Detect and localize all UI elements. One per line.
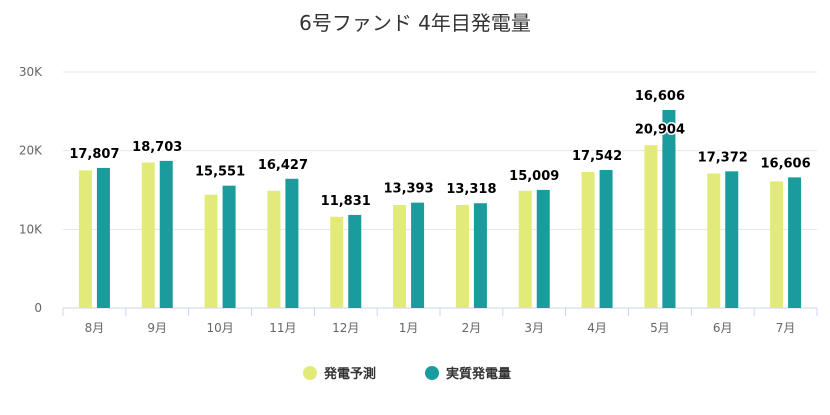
x-tick-label: 2月 — [462, 321, 482, 335]
x-tick-label: 12月 — [332, 321, 359, 335]
data-label: 15,009 — [509, 169, 559, 184]
data-label: 17,542 — [572, 149, 622, 164]
bar-forecast — [78, 170, 92, 308]
data-label: 17,372 — [698, 150, 748, 165]
bar-actual — [348, 214, 362, 308]
x-tick-label: 1月 — [399, 321, 419, 335]
x-tick-label: 9月 — [147, 321, 167, 335]
bar-forecast — [204, 194, 218, 308]
legend-label[interactable]: 発電予測 — [323, 366, 376, 382]
legend-marker — [303, 366, 317, 380]
bar-actual — [96, 167, 110, 308]
bar-forecast — [581, 171, 595, 308]
x-tick-label: 3月 — [524, 321, 544, 335]
x-tick-label: 6月 — [713, 321, 733, 335]
bar-actual — [159, 160, 173, 308]
extra-data-label: 16,606 — [635, 89, 685, 104]
x-tick-label: 10月 — [206, 321, 233, 335]
y-tick-label: 0 — [34, 301, 42, 315]
legend-label[interactable]: 実質発電量 — [446, 366, 511, 382]
y-tick-label: 30K — [19, 65, 43, 79]
x-axis: 8月 9月 10月 11月 12月 1月 2月 3月 4月 5月 6月 7月 — [62, 308, 818, 335]
bars — [78, 110, 802, 308]
bar-forecast — [770, 181, 784, 308]
data-label: 20,904 — [635, 123, 685, 138]
y-tick-label: 20K — [19, 144, 43, 158]
bar-actual — [599, 170, 613, 308]
bar-actual — [285, 178, 299, 308]
bar-actual — [725, 171, 739, 308]
data-label: 16,606 — [760, 156, 810, 171]
bar-forecast — [330, 216, 344, 308]
x-tick-label: 8月 — [85, 321, 105, 335]
bar-forecast — [644, 145, 658, 308]
y-tick-label: 10K — [19, 222, 43, 236]
chart-title: 6号ファンド 4年目発電量 — [299, 11, 531, 35]
x-tick-label: 5月 — [650, 321, 670, 335]
bar-forecast — [518, 190, 532, 308]
data-labels: 17,807 18,703 15,551 16,427 11,831 13,393 13,3… — [68, 88, 812, 211]
data-label: 18,703 — [132, 140, 182, 155]
bar-actual — [536, 189, 550, 308]
bar-actual-extended — [662, 110, 676, 308]
x-tick-label: 7月 — [776, 321, 796, 335]
legend-marker — [425, 366, 439, 380]
data-label: 13,318 — [446, 182, 496, 197]
y-axis: 0 10K 20K 30K — [19, 65, 43, 315]
grid — [63, 71, 817, 309]
data-label: 16,427 — [258, 158, 308, 173]
bar-forecast — [141, 162, 155, 308]
data-label: 17,807 — [69, 147, 119, 162]
x-tick-label: 4月 — [587, 321, 607, 335]
data-label: 11,831 — [321, 194, 371, 209]
bar-actual — [411, 202, 425, 308]
bar-forecast — [707, 173, 721, 308]
bar-actual — [222, 185, 236, 308]
bar-forecast — [455, 204, 469, 308]
data-label: 15,551 — [195, 165, 245, 180]
bar-forecast — [393, 204, 407, 308]
bar-actual — [788, 177, 802, 308]
data-label: 13,393 — [383, 182, 433, 197]
legend: 発電予測 実質発電量 — [303, 366, 511, 382]
bar-actual — [473, 203, 487, 308]
bar-forecast — [267, 190, 281, 308]
x-tick-label: 11月 — [269, 321, 296, 335]
